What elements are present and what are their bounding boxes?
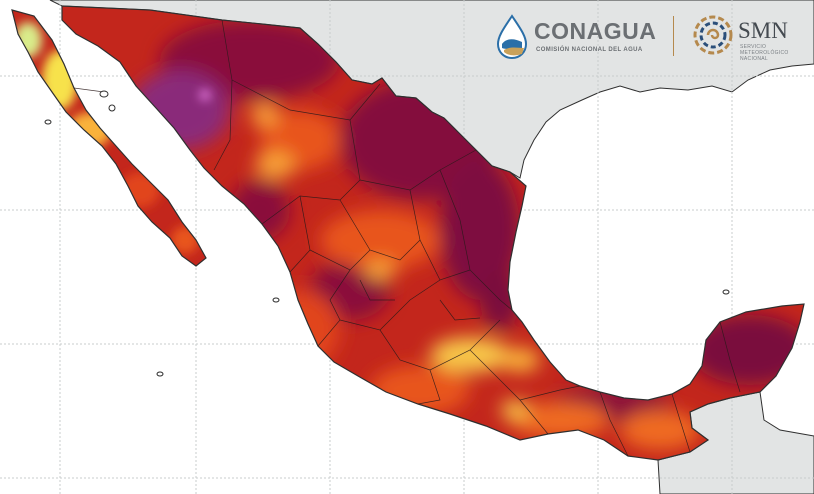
conagua-logo: CONAGUA COMISIÓN NACIONAL DEL AGUA — [494, 12, 664, 62]
logo-divider — [673, 16, 674, 56]
smn-subtitle-line2: METEOROLÓGICO — [740, 50, 789, 56]
smn-subtitle: SERVICIO METEOROLÓGICO NACIONAL — [740, 44, 800, 62]
smn-name: SMN — [738, 18, 788, 43]
water-drop-icon — [496, 14, 528, 60]
smn-spiral-icon — [693, 15, 733, 55]
logo-bar: CONAGUA COMISIÓN NACIONAL DEL AGUA SMN S… — [488, 8, 814, 66]
smn-logo: SMN SERVICIO METEOROLÓGICO NACIONAL — [692, 10, 812, 66]
smn-subtitle-line1: SERVICIO — [740, 44, 767, 50]
islands — [44, 90, 730, 377]
state-borders — [73, 19, 741, 457]
smn-subtitle-line3: NACIONAL — [740, 56, 768, 62]
conagua-subtitle: COMISIÓN NACIONAL DEL AGUA — [536, 47, 643, 53]
conagua-name: CONAGUA — [534, 18, 657, 44]
